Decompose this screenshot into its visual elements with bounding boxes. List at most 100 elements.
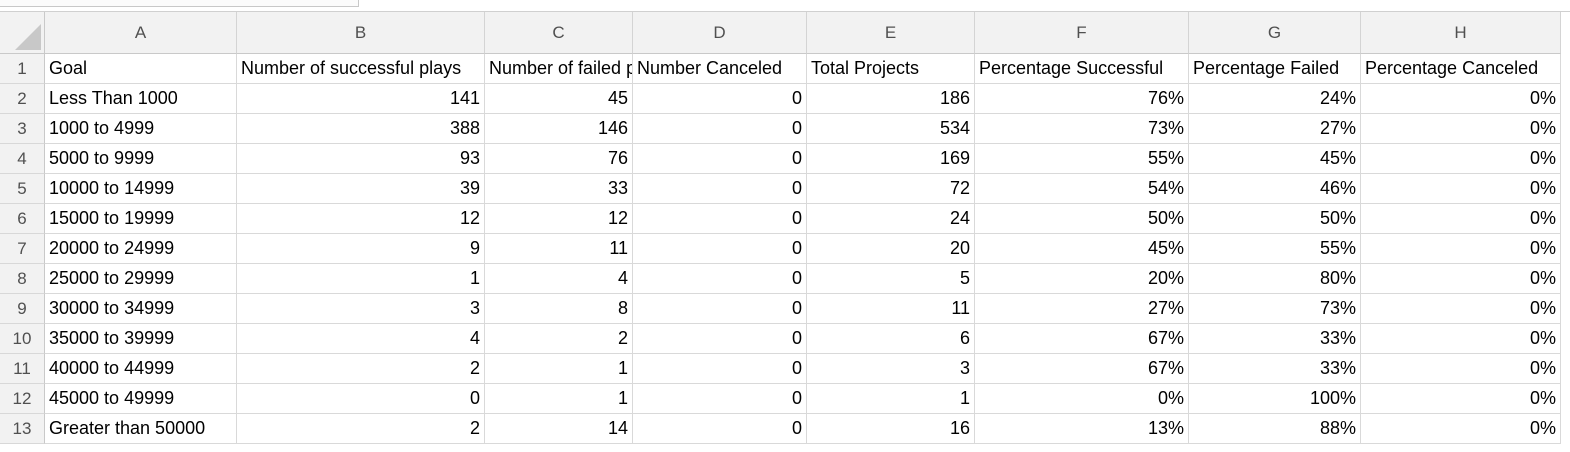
cell-c3[interactable]: 146 — [485, 114, 633, 144]
cell-e7[interactable]: 20 — [807, 234, 975, 264]
row-header-3[interactable]: 3 — [0, 114, 45, 144]
cell-d10[interactable]: 0 — [633, 324, 807, 354]
cell-a2[interactable]: Less Than 1000 — [45, 84, 237, 114]
cell-a9[interactable]: 30000 to 34999 — [45, 294, 237, 324]
cell-b11[interactable]: 2 — [237, 354, 485, 384]
cell-h9[interactable]: 0% — [1361, 294, 1561, 324]
cell-e5[interactable]: 72 — [807, 174, 975, 204]
cell-a11[interactable]: 40000 to 44999 — [45, 354, 237, 384]
cell-g4[interactable]: 45% — [1189, 144, 1361, 174]
cell-d7[interactable]: 0 — [633, 234, 807, 264]
cell-a10[interactable]: 35000 to 39999 — [45, 324, 237, 354]
row-header-1[interactable]: 1 — [0, 54, 45, 84]
column-header-e[interactable]: E — [807, 12, 975, 54]
cell-e10[interactable]: 6 — [807, 324, 975, 354]
cell-c9[interactable]: 8 — [485, 294, 633, 324]
column-header-b[interactable]: B — [237, 12, 485, 54]
cell-f2[interactable]: 76% — [975, 84, 1189, 114]
column-header-a[interactable]: A — [45, 12, 237, 54]
cell-a7[interactable]: 20000 to 24999 — [45, 234, 237, 264]
cell-f5[interactable]: 54% — [975, 174, 1189, 204]
row-header-4[interactable]: 4 — [0, 144, 45, 174]
cell-b2[interactable]: 141 — [237, 84, 485, 114]
header-cell-a[interactable]: Goal — [45, 54, 237, 84]
row-header-5[interactable]: 5 — [0, 174, 45, 204]
cell-e4[interactable]: 169 — [807, 144, 975, 174]
cell-a5[interactable]: 10000 to 14999 — [45, 174, 237, 204]
column-header-h[interactable]: H — [1361, 12, 1561, 54]
cell-h3[interactable]: 0% — [1361, 114, 1561, 144]
cell-e6[interactable]: 24 — [807, 204, 975, 234]
cell-d3[interactable]: 0 — [633, 114, 807, 144]
cell-g9[interactable]: 73% — [1189, 294, 1361, 324]
cell-a8[interactable]: 25000 to 29999 — [45, 264, 237, 294]
cell-d4[interactable]: 0 — [633, 144, 807, 174]
cell-e13[interactable]: 16 — [807, 414, 975, 444]
cell-c12[interactable]: 1 — [485, 384, 633, 414]
cell-a4[interactable]: 5000 to 9999 — [45, 144, 237, 174]
cell-a13[interactable]: Greater than 50000 — [45, 414, 237, 444]
cell-f12[interactable]: 0% — [975, 384, 1189, 414]
cell-b3[interactable]: 388 — [237, 114, 485, 144]
cell-a6[interactable]: 15000 to 19999 — [45, 204, 237, 234]
row-header-8[interactable]: 8 — [0, 264, 45, 294]
cell-d2[interactable]: 0 — [633, 84, 807, 114]
cell-g6[interactable]: 50% — [1189, 204, 1361, 234]
cell-h6[interactable]: 0% — [1361, 204, 1561, 234]
cell-e3[interactable]: 534 — [807, 114, 975, 144]
cell-f9[interactable]: 27% — [975, 294, 1189, 324]
cell-c5[interactable]: 33 — [485, 174, 633, 204]
cell-f13[interactable]: 13% — [975, 414, 1189, 444]
cell-d9[interactable]: 0 — [633, 294, 807, 324]
cell-e9[interactable]: 11 — [807, 294, 975, 324]
cell-b4[interactable]: 93 — [237, 144, 485, 174]
header-cell-g[interactable]: Percentage Failed — [1189, 54, 1361, 84]
cell-d11[interactable]: 0 — [633, 354, 807, 384]
cell-h7[interactable]: 0% — [1361, 234, 1561, 264]
cell-c7[interactable]: 11 — [485, 234, 633, 264]
cell-g10[interactable]: 33% — [1189, 324, 1361, 354]
cell-c13[interactable]: 14 — [485, 414, 633, 444]
cell-h2[interactable]: 0% — [1361, 84, 1561, 114]
cell-f6[interactable]: 50% — [975, 204, 1189, 234]
cell-c10[interactable]: 2 — [485, 324, 633, 354]
select-all-corner[interactable] — [0, 12, 45, 54]
cell-b13[interactable]: 2 — [237, 414, 485, 444]
cell-g7[interactable]: 55% — [1189, 234, 1361, 264]
row-header-6[interactable]: 6 — [0, 204, 45, 234]
cell-g2[interactable]: 24% — [1189, 84, 1361, 114]
header-cell-e[interactable]: Total Projects — [807, 54, 975, 84]
cell-f3[interactable]: 73% — [975, 114, 1189, 144]
cell-h4[interactable]: 0% — [1361, 144, 1561, 174]
column-header-f[interactable]: F — [975, 12, 1189, 54]
cell-g13[interactable]: 88% — [1189, 414, 1361, 444]
cell-g5[interactable]: 46% — [1189, 174, 1361, 204]
cell-c2[interactable]: 45 — [485, 84, 633, 114]
column-header-g[interactable]: G — [1189, 12, 1361, 54]
header-cell-d[interactable]: Number Canceled — [633, 54, 807, 84]
row-header-11[interactable]: 11 — [0, 354, 45, 384]
cell-c11[interactable]: 1 — [485, 354, 633, 384]
cell-c8[interactable]: 4 — [485, 264, 633, 294]
cell-f10[interactable]: 67% — [975, 324, 1189, 354]
column-header-c[interactable]: C — [485, 12, 633, 54]
header-cell-b[interactable]: Number of successful plays — [237, 54, 485, 84]
cell-d12[interactable]: 0 — [633, 384, 807, 414]
cell-b10[interactable]: 4 — [237, 324, 485, 354]
cell-h13[interactable]: 0% — [1361, 414, 1561, 444]
cell-g8[interactable]: 80% — [1189, 264, 1361, 294]
cell-d6[interactable]: 0 — [633, 204, 807, 234]
cell-c6[interactable]: 12 — [485, 204, 633, 234]
cell-g3[interactable]: 27% — [1189, 114, 1361, 144]
cell-b7[interactable]: 9 — [237, 234, 485, 264]
cell-a12[interactable]: 45000 to 49999 — [45, 384, 237, 414]
cell-b8[interactable]: 1 — [237, 264, 485, 294]
row-header-7[interactable]: 7 — [0, 234, 45, 264]
cell-h8[interactable]: 0% — [1361, 264, 1561, 294]
row-header-10[interactable]: 10 — [0, 324, 45, 354]
row-header-9[interactable]: 9 — [0, 294, 45, 324]
cell-f8[interactable]: 20% — [975, 264, 1189, 294]
cell-h5[interactable]: 0% — [1361, 174, 1561, 204]
row-header-13[interactable]: 13 — [0, 414, 45, 444]
cell-b5[interactable]: 39 — [237, 174, 485, 204]
